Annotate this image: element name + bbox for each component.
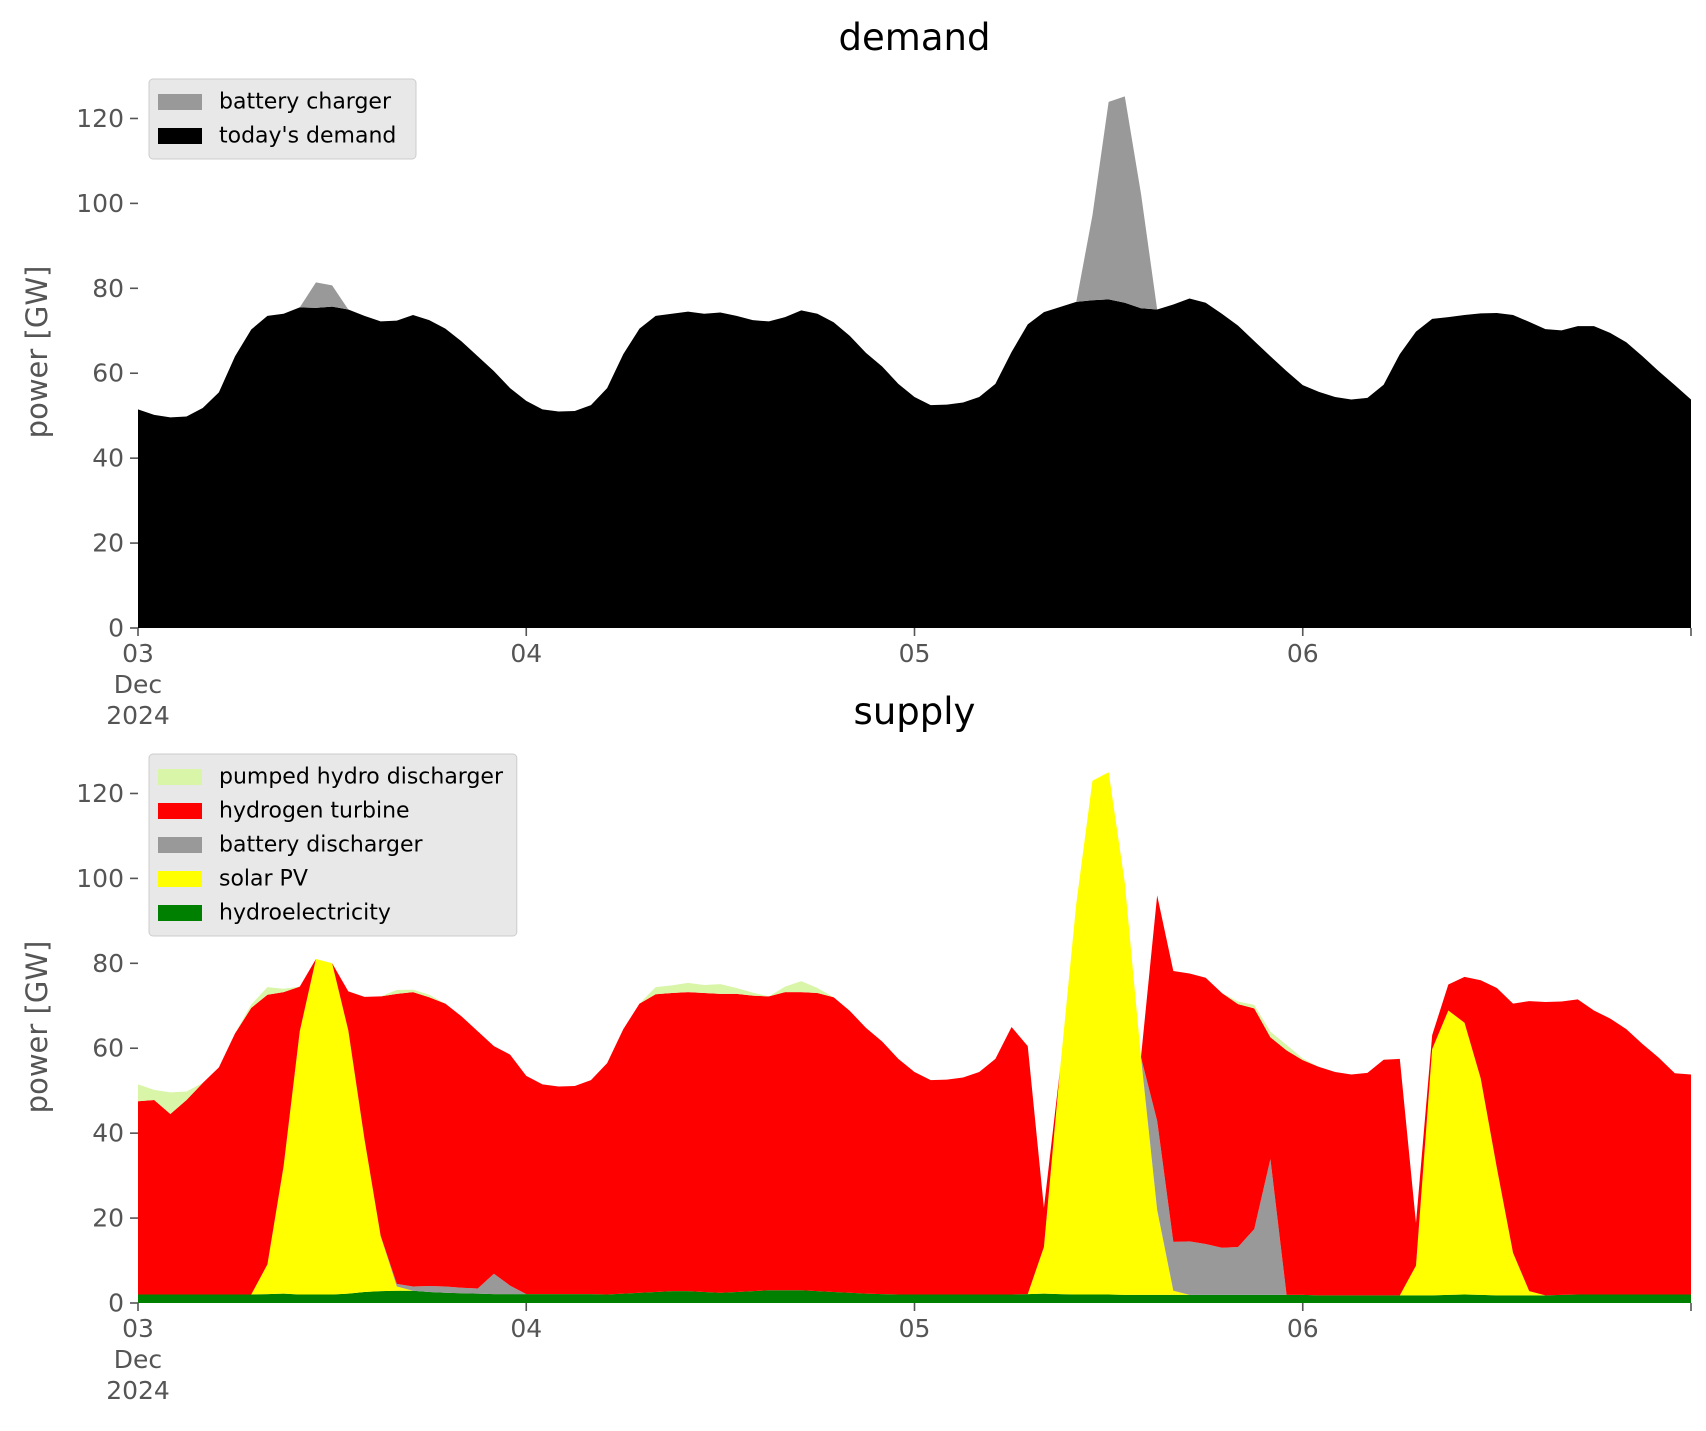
- y-tick-label: 120: [76, 104, 124, 133]
- legend-label-hydroelectricity: hydroelectricity: [219, 901, 391, 926]
- x-tick-label: 06: [1287, 1314, 1319, 1343]
- y-axis-label: power [GW]: [20, 266, 54, 439]
- y-axis-label: power [GW]: [20, 941, 54, 1114]
- legend-swatch-battery-charger: [158, 94, 202, 110]
- legend-box: [148, 78, 417, 160]
- y-tick-label: 60: [92, 1034, 124, 1063]
- legend-swatch-hydrogen-turbine: [158, 803, 202, 819]
- x-tick-label: 05: [899, 639, 931, 668]
- legend-label-battery-charger: battery charger: [219, 90, 392, 115]
- x-tick-label: 2024: [106, 1376, 170, 1405]
- legend-label-battery-discharger: battery discharger: [219, 833, 424, 858]
- legend-swatch-today-s-demand: [158, 128, 202, 144]
- y-tick-label: 80: [92, 949, 124, 978]
- area-hydroelectricity: [138, 1290, 1691, 1303]
- y-tick-label: 20: [92, 529, 124, 558]
- x-tick-label: 03: [122, 639, 154, 668]
- series-layer: [138, 96, 1691, 628]
- x-tick-label: 05: [899, 1314, 931, 1343]
- legend: pumped hydro discharger hydrogen turbine b…: [148, 753, 518, 937]
- demand-chart: demand power [GW] 0 20 40 60 80 100 120 03Dec20…: [20, 16, 1692, 730]
- legend-label-hydrogen-turbine: hydrogen turbine: [219, 799, 410, 824]
- x-tick-label: Dec: [114, 670, 162, 699]
- y-tick-label: 0: [108, 614, 124, 643]
- y-tick-label: 100: [76, 864, 124, 893]
- chart-title: supply: [854, 690, 976, 733]
- x-tick-label: 03: [122, 1314, 154, 1343]
- y-tick-label: 80: [92, 274, 124, 303]
- area-hydrogen-turbine: [138, 772, 1691, 1296]
- area-today-s-demand: [138, 298, 1691, 628]
- legend-label-pumped-hydro-discharger: pumped hydro discharger: [219, 765, 504, 790]
- legend-swatch-hydroelectricity: [158, 905, 202, 921]
- x-tick-label: 04: [510, 639, 542, 668]
- x-tick-label: 04: [510, 1314, 542, 1343]
- x-tick-label: 2024: [106, 701, 170, 730]
- legend-box: [148, 753, 518, 937]
- y-tick-label: 40: [92, 444, 124, 473]
- area-solar-pv: [138, 772, 1691, 1296]
- y-tick-label: 0: [108, 1289, 124, 1318]
- y-tick-label: 20: [92, 1204, 124, 1233]
- legend-swatch-battery-discharger: [158, 837, 202, 853]
- series-layer: [138, 772, 1691, 1303]
- y-tick-label: 120: [76, 779, 124, 808]
- legend: battery charger today's demand: [148, 78, 417, 160]
- legend-label-today-s-demand: today's demand: [219, 124, 396, 149]
- x-tick-label: 06: [1287, 639, 1319, 668]
- y-tick-label: 60: [92, 359, 124, 388]
- y-tick-label: 40: [92, 1119, 124, 1148]
- supply-chart: supply power [GW] 02040608010012003Dec20…: [20, 690, 1692, 1405]
- y-tick-label: 100: [76, 189, 124, 218]
- legend-label-solar-pv: solar PV: [219, 867, 308, 892]
- x-tick-label: Dec: [114, 1345, 162, 1374]
- chart-title: demand: [839, 16, 991, 59]
- legend-swatch-pumped-hydro-discharger: [158, 769, 202, 785]
- legend-swatch-solar-pv: [158, 871, 202, 887]
